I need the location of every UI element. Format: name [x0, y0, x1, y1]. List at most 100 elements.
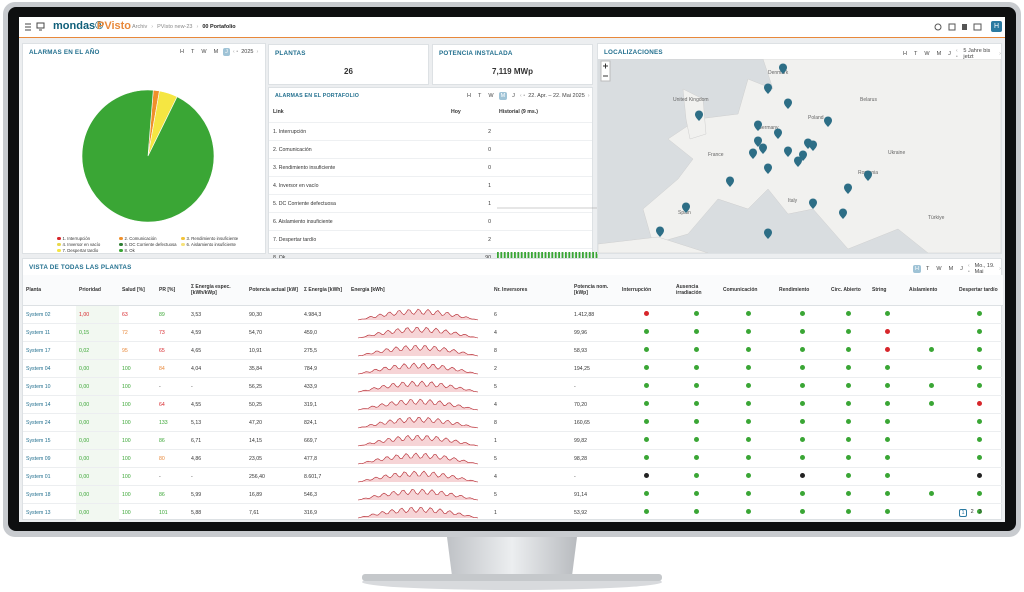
page-button[interactable]: 1 — [959, 509, 968, 517]
page-button[interactable]: 3 — [978, 509, 982, 515]
column-header[interactable]: Despertar tardío — [956, 275, 1003, 306]
column-header[interactable]: Salud [%] — [119, 275, 156, 306]
time-button[interactable]: J — [512, 93, 515, 99]
column-header[interactable]: Energía [kWh] — [348, 275, 491, 306]
plant-row[interactable]: System 15 0,00 100 86 6,71 14,15 669,7 1 99,82 — [23, 431, 1003, 450]
plant-link[interactable]: System 24 — [23, 413, 76, 432]
map-pin[interactable] — [844, 183, 852, 195]
plant-link[interactable]: System 04 — [23, 359, 76, 378]
map-pin[interactable] — [794, 156, 802, 168]
time-button[interactable]: W — [488, 93, 494, 99]
time-button[interactable]: T — [925, 266, 930, 272]
time-button[interactable]: M — [936, 51, 942, 57]
crumb[interactable]: Archiv — [132, 24, 148, 30]
alarm-row[interactable]: 3. Rendimiento insuficiente 0 — [269, 158, 592, 177]
time-button[interactable]: H — [903, 51, 907, 57]
column-header[interactable]: Potencia actual [kW] — [246, 275, 301, 306]
map-pin[interactable] — [839, 208, 847, 220]
alarm-row[interactable]: 4. Inversor en vacío 1 — [269, 176, 592, 195]
map-pin[interactable] — [759, 143, 767, 155]
plant-link[interactable]: System 02 — [23, 305, 76, 324]
plant-row[interactable]: System 24 0,00 100 133 5,13 47,20 824,1 8 160,65 — [23, 413, 1003, 432]
column-header[interactable]: Interrupción — [619, 275, 673, 306]
time-button[interactable]: T — [913, 51, 918, 57]
time-button[interactable]: T — [477, 93, 482, 99]
time-button[interactable]: H — [467, 93, 471, 99]
alarm-row[interactable]: 6. Aislamiento insuficiente 0 — [269, 212, 592, 231]
map-pin[interactable] — [764, 83, 772, 95]
map-pin[interactable] — [726, 176, 734, 188]
zoom-control[interactable] — [600, 60, 611, 82]
plant-row[interactable]: System 14 0,00 100 64 4,55 50,25 319,1 4 70,20 — [23, 395, 1003, 414]
page-button[interactable]: 2 — [970, 509, 974, 515]
plant-row[interactable]: System 18 0,00 100 86 5,99 16,89 546,3 5 91,14 — [23, 485, 1003, 504]
map-pin[interactable] — [784, 98, 792, 110]
column-header[interactable]: PR [%] — [156, 275, 188, 306]
plant-row[interactable]: System 11 0,15 72 73 4,59 54,70 459,0 4 99,96 — [23, 323, 1003, 342]
column-header[interactable]: Ausencia irradiación — [673, 275, 720, 306]
time-button[interactable]: H — [913, 265, 921, 273]
time-button[interactable]: M — [498, 92, 508, 100]
plant-link[interactable]: System 09 — [23, 449, 76, 468]
time-button[interactable]: W — [936, 266, 942, 272]
column-header[interactable]: Σ Energía espec. [kWh/kWp] — [188, 275, 246, 306]
time-button[interactable]: M — [213, 49, 219, 55]
map-pin[interactable] — [656, 226, 664, 238]
column-header[interactable]: Planta — [23, 275, 76, 306]
plant-row[interactable]: System 09 0,00 100 80 4,86 23,05 477,8 5 98,28 — [23, 449, 1003, 468]
column-header[interactable]: Σ Energía [kWh] — [301, 275, 348, 306]
column-header[interactable]: Rendimiento — [776, 275, 828, 306]
map-pin[interactable] — [799, 150, 807, 162]
column-header[interactable]: String — [869, 275, 906, 306]
crumb[interactable]: PVisto new-23 — [157, 24, 193, 30]
map-pin[interactable] — [824, 116, 832, 128]
plant-row[interactable]: System 02 1,00 63 89 3,53 90,30 4.984,3 6 1.412,… — [23, 305, 1003, 324]
map-pin[interactable] — [682, 202, 690, 214]
user-avatar[interactable]: H — [991, 21, 1002, 32]
map-pin[interactable] — [774, 128, 782, 140]
column-header[interactable]: Circ. Abierto — [828, 275, 869, 306]
alarm-row[interactable]: 2. Comunicación 0 — [269, 140, 592, 159]
map[interactable]: Denmark United Kingdom Belarus Germany Polan… — [598, 59, 1001, 253]
map-pin[interactable] — [779, 63, 787, 75]
plant-link[interactable]: System 10 — [23, 377, 76, 396]
time-button[interactable]: W — [201, 49, 207, 55]
menu-icons[interactable] — [25, 22, 45, 32]
crumb[interactable]: 00 Portafolio — [202, 24, 236, 30]
map-pin[interactable] — [754, 120, 762, 132]
plant-row[interactable]: System 13 0,00 100 101 5,88 7,61 316,9 1 53,92 — [23, 503, 1003, 522]
plant-row[interactable]: System 01 0,00 100- -256,40 8.601,7 4- — [23, 467, 1003, 486]
map-pin[interactable] — [784, 146, 792, 158]
alarm-row[interactable]: 5. DC Corriente defectuosa 1 — [269, 194, 598, 213]
column-header[interactable]: Potencia nom. [kWp] — [571, 275, 619, 306]
map-pin[interactable] — [764, 228, 772, 240]
map-pin[interactable] — [764, 163, 772, 175]
map-pin[interactable] — [809, 198, 817, 210]
plant-link[interactable]: System 18 — [23, 485, 76, 504]
plant-link[interactable]: System 15 — [23, 431, 76, 450]
plant-link[interactable]: System 14 — [23, 395, 76, 414]
column-header[interactable]: Prioridad — [76, 275, 119, 306]
map-pin[interactable] — [809, 140, 817, 152]
time-button[interactable]: W — [924, 51, 930, 57]
plant-row[interactable]: System 04 0,00 100 84 4,04 35,84 784,9 2 194,25 — [23, 359, 1003, 378]
alarm-row[interactable]: 7. Despertar tardío 2 — [269, 230, 592, 249]
map-pin[interactable] — [864, 170, 872, 182]
column-header[interactable]: Comunicación — [720, 275, 776, 306]
time-button[interactable]: J — [948, 51, 951, 57]
plant-link[interactable]: System 13 — [23, 503, 76, 522]
time-button[interactable]: J — [960, 266, 963, 272]
plant-link[interactable]: System 17 — [23, 341, 76, 360]
map-pin[interactable] — [754, 136, 762, 148]
plant-row[interactable]: System 17 0,02 95 65 4,65 10,91 275,5 8 58,93 — [23, 341, 1003, 360]
toolbar-icons[interactable] — [934, 23, 984, 32]
plant-link[interactable]: System 11 — [23, 323, 76, 342]
time-button[interactable]: T — [190, 49, 195, 55]
column-header[interactable]: Aislamiento — [906, 275, 956, 306]
map-pin[interactable] — [695, 110, 703, 122]
time-button[interactable]: M — [948, 266, 954, 272]
plant-row[interactable]: System 10 0,00 100- -56,25 433,9 5- — [23, 377, 1003, 396]
column-header[interactable]: Nr. Inversores — [491, 275, 571, 306]
time-button[interactable]: H — [180, 49, 184, 55]
alarm-row[interactable]: 1. Interrupción 2 — [269, 122, 592, 141]
